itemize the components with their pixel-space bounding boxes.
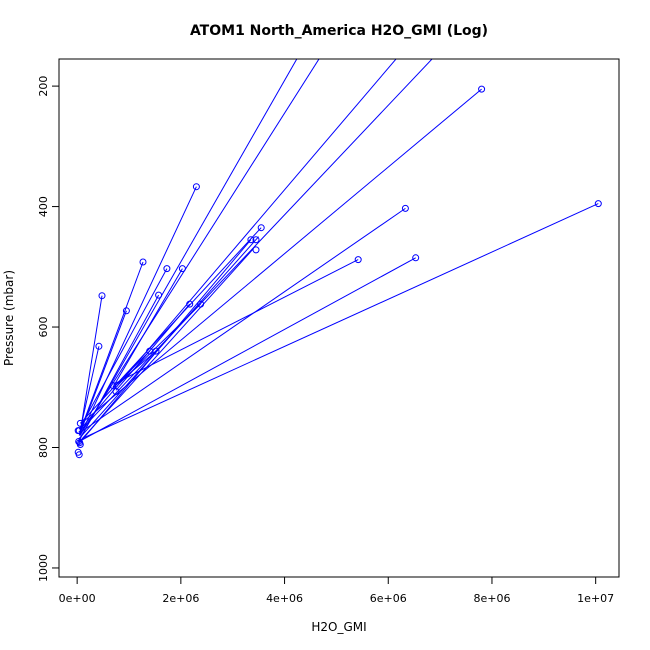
profile-line xyxy=(113,350,157,388)
data-point xyxy=(186,300,194,308)
plot-area xyxy=(74,59,602,459)
data-point xyxy=(95,342,103,350)
profile-line xyxy=(78,59,433,433)
x-axis: 0e+00 2e+06 4e+06 6e+06 8e+06 1e+07 xyxy=(59,576,614,605)
chart-title: ATOM1 North_America H2O_GMI (Log) xyxy=(190,23,488,39)
data-point xyxy=(354,256,362,264)
data-point xyxy=(76,419,84,427)
data-point xyxy=(163,265,171,273)
x-tick-label: 6e+06 xyxy=(370,592,407,605)
data-point xyxy=(247,236,255,244)
data-point xyxy=(178,265,186,273)
data-point xyxy=(412,254,420,262)
profile-line xyxy=(79,295,103,436)
data-point xyxy=(139,258,147,266)
profile-line xyxy=(78,310,127,436)
x-tick-label: 8e+06 xyxy=(473,592,510,605)
data-point xyxy=(401,204,409,212)
y-tick-label: 800 xyxy=(37,437,50,458)
profile-line xyxy=(113,259,359,385)
y-tick-label: 400 xyxy=(37,196,50,217)
profile-line xyxy=(115,303,191,391)
data-point xyxy=(252,236,260,244)
profile-line xyxy=(112,268,183,388)
profile-line xyxy=(79,346,100,430)
profile-line xyxy=(77,239,252,445)
y-tick-label: 600 xyxy=(37,317,50,338)
data-point xyxy=(155,291,163,299)
profile-line xyxy=(79,261,144,433)
data-point xyxy=(112,388,120,395)
data-point xyxy=(197,300,205,308)
profile-line xyxy=(78,294,160,442)
profile-line xyxy=(79,59,320,436)
x-tick-label: 1e+07 xyxy=(577,592,614,605)
y-tick-label: 1000 xyxy=(37,554,50,582)
x-tick-label: 0e+00 xyxy=(59,592,96,605)
data-point xyxy=(98,292,106,300)
y-axis-label: Pressure (mbar) xyxy=(2,270,16,366)
data-point xyxy=(152,347,160,355)
data-point xyxy=(109,382,117,389)
profile-line xyxy=(82,203,599,439)
data-point xyxy=(122,307,130,315)
profile-line xyxy=(79,248,254,442)
profile-line xyxy=(78,257,416,442)
data-point xyxy=(76,441,84,448)
data-point xyxy=(257,224,265,232)
y-axis: 200 400 600 800 1000 xyxy=(37,76,60,582)
profile-line xyxy=(77,59,298,442)
profile-line xyxy=(80,207,406,433)
profile-line xyxy=(78,268,168,430)
data-point xyxy=(75,427,83,435)
data-point xyxy=(478,85,486,93)
x-tick-label: 2e+06 xyxy=(162,592,199,605)
profile-line xyxy=(79,186,197,436)
x-axis-label: H2O_GMI xyxy=(311,620,366,634)
data-point xyxy=(75,451,83,459)
data-point xyxy=(594,200,602,208)
data-point xyxy=(252,246,260,254)
data-point xyxy=(192,183,200,191)
y-tick-label: 200 xyxy=(37,76,50,97)
x-tick-label: 4e+06 xyxy=(266,592,303,605)
profile-line xyxy=(80,88,482,424)
